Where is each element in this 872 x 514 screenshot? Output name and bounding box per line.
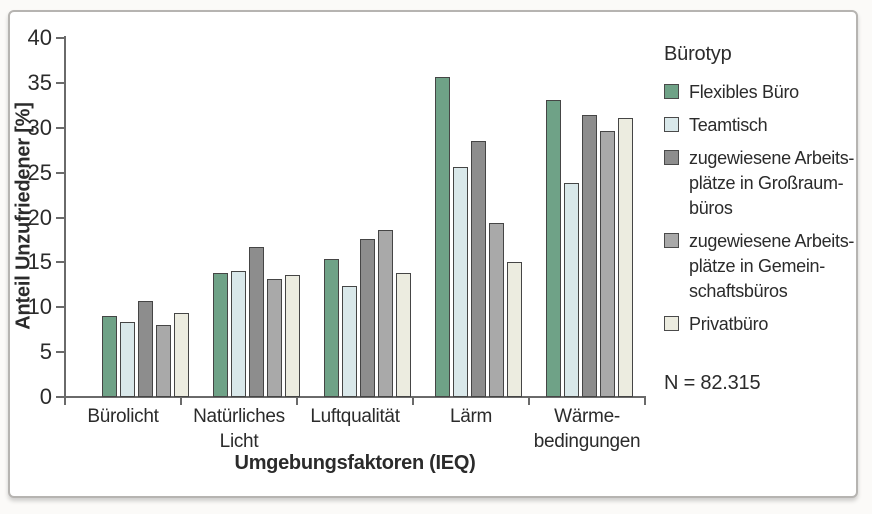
x-axis-line <box>64 396 646 398</box>
bar <box>564 183 579 397</box>
bar <box>267 279 282 397</box>
x-tick <box>296 398 298 405</box>
y-tick-label: 35 <box>27 69 52 95</box>
legend-label: Flexibles Büro <box>689 82 799 102</box>
y-tick-label: 15 <box>27 249 52 275</box>
x-category-label: Natürliches Licht <box>193 406 285 452</box>
bar <box>360 239 375 397</box>
y-tick <box>56 351 64 354</box>
x-tick <box>180 398 182 405</box>
legend-swatch-icon <box>664 84 679 99</box>
legend-label: zugewiesene Arbeits- plätze in Großraum-… <box>689 148 855 218</box>
legend-items: Flexibles Büro Teamtisch zugewiesene Arbei… <box>664 80 860 337</box>
legend-item: Teamtisch <box>664 113 860 138</box>
y-tick <box>56 216 64 219</box>
bar <box>600 131 615 397</box>
bar <box>489 223 504 397</box>
legend-label: zugewiesene Arbeits- plätze in Gemein- s… <box>689 231 855 301</box>
x-tick <box>528 398 530 405</box>
bar <box>102 316 117 397</box>
x-axis-title: Umgebungsfaktoren (IEQ) <box>234 452 476 474</box>
bar <box>507 262 522 397</box>
y-tick-label: 5 <box>39 339 52 365</box>
legend-item: Privatbüro <box>664 312 860 337</box>
legend: Bürotyp Flexibles Büro Teamtisch zugewiese… <box>664 42 860 345</box>
legend-swatch-icon <box>664 150 679 165</box>
y-tick <box>56 37 64 39</box>
bar <box>453 167 468 397</box>
legend-item: zugewiesene Arbeits- plätze in Großraum-… <box>664 146 860 221</box>
y-tick-label: 25 <box>27 159 52 185</box>
bar <box>378 230 393 397</box>
x-tick <box>412 398 414 405</box>
bar <box>249 247 264 397</box>
legend-label: Privatbüro <box>689 314 769 334</box>
legend-swatch-icon <box>664 117 679 132</box>
figure-frame <box>8 10 858 498</box>
y-tick-label: 40 <box>27 25 52 50</box>
bar <box>138 301 153 397</box>
bar <box>120 322 135 397</box>
bar <box>324 259 339 397</box>
bar <box>342 286 357 397</box>
x-category-label: Luftqualität <box>310 406 400 427</box>
bar <box>213 273 228 397</box>
y-tick <box>56 396 64 398</box>
bar <box>156 325 171 397</box>
bar <box>582 115 597 397</box>
y-tick <box>56 261 64 264</box>
y-tick-label: 10 <box>27 294 52 320</box>
y-tick <box>56 81 64 84</box>
legend-swatch-icon <box>664 316 679 331</box>
bar <box>435 77 450 397</box>
legend-title: Bürotyp <box>664 43 732 65</box>
bar <box>174 313 189 397</box>
x-category-label: Bürolicht <box>87 406 159 427</box>
sample-size-note: N = 82.315 <box>664 372 761 394</box>
legend-swatch-icon <box>664 233 679 248</box>
legend-label: Teamtisch <box>689 115 768 135</box>
bar <box>546 100 561 397</box>
y-tick <box>56 306 64 309</box>
x-tick <box>64 398 66 405</box>
bar <box>618 118 633 397</box>
y-tick-label: 20 <box>27 204 52 230</box>
legend-item: zugewiesene Arbeits- plätze in Gemein- s… <box>664 229 860 304</box>
y-axis-line <box>64 36 66 397</box>
bar <box>396 273 411 397</box>
bar <box>231 271 246 397</box>
bar <box>471 141 486 397</box>
bar <box>285 275 300 397</box>
y-tick-label: 0 <box>39 384 52 409</box>
x-category-label: Lärm <box>449 406 493 427</box>
x-tick <box>644 398 646 405</box>
y-tick-label: 30 <box>27 114 52 140</box>
y-tick <box>56 126 64 129</box>
y-tick <box>56 171 64 174</box>
x-category-label: Wärme- bedingungen <box>533 406 641 452</box>
legend-item: Flexibles Büro <box>664 80 860 105</box>
